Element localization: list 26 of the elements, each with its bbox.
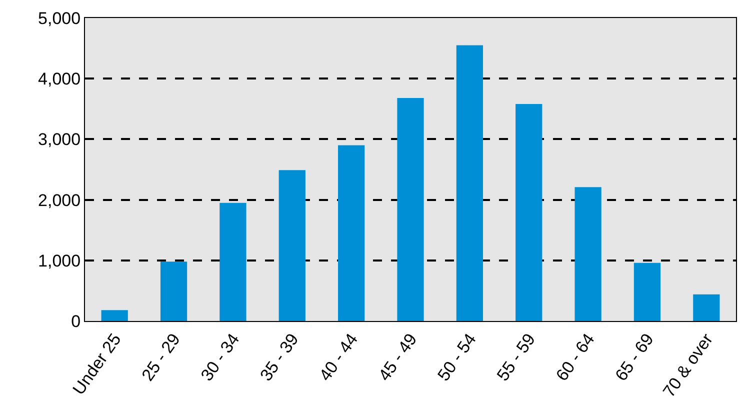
x-tick-label: 60 - 64 [552, 330, 598, 384]
y-tick-label: 3,000 [38, 130, 81, 150]
y-tick-label: 4,000 [38, 70, 81, 89]
bar [160, 262, 188, 321]
x-tick-label: 50 - 54 [434, 330, 480, 384]
y-tick-label: 1,000 [38, 251, 81, 270]
y-tick-label: 2,000 [38, 190, 81, 210]
bar [574, 187, 602, 321]
bar [220, 202, 246, 321]
bar [397, 98, 424, 321]
x-tick-label: 65 - 69 [612, 330, 658, 384]
x-tick-label: 45 - 49 [374, 330, 421, 384]
x-tick-label: 30 - 34 [197, 330, 244, 384]
x-tick-label: 55 - 59 [493, 330, 540, 384]
x-tick-label: 40 - 44 [316, 330, 362, 384]
bar [634, 262, 661, 321]
bar [456, 45, 483, 321]
x-tick-label: 25 - 29 [138, 330, 184, 384]
bar [101, 310, 128, 321]
y-tick-label: 0 [71, 312, 81, 331]
bar [278, 170, 306, 321]
bar [693, 294, 720, 321]
y-tick-label: 5,000 [38, 8, 81, 28]
bar [338, 145, 365, 321]
bar [516, 104, 542, 321]
x-tick-label: 35 - 39 [256, 330, 302, 384]
